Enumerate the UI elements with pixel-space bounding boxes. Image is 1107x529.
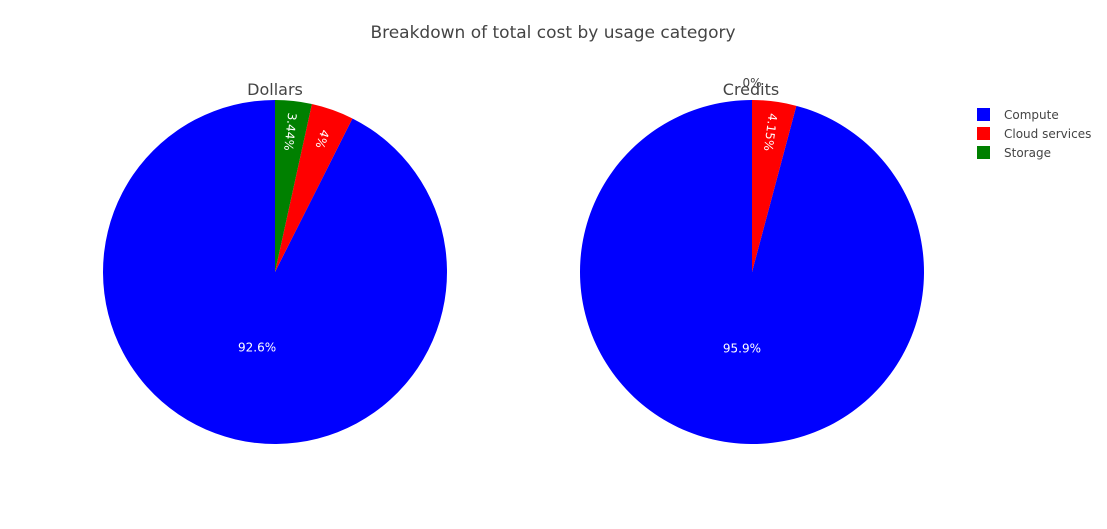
pie-label-dollars-storage: 3.44% [281,112,299,151]
pie-slice-dollars-compute[interactable] [103,100,447,445]
chart-title: Breakdown of total cost by usage categor… [370,23,735,43]
pie-title-credits: Credits [723,80,779,99]
legend-swatch-cloud-services[interactable] [977,127,990,140]
pie-dollars: 92.6% 4% 3.44% [103,100,447,445]
legend-swatch-storage[interactable] [977,146,990,159]
pie-slice-dollars-cloud-services[interactable] [275,103,353,272]
pie-label-credits-storage: 0% [742,76,761,90]
pie-label-dollars-cloud-services: 4% [312,128,332,151]
pie-label-dollars-compute: 92.6% [238,340,276,354]
pie-credits: 95.9% 4.15% 0% [579,76,925,444]
pie-label-credits-compute: 95.9% [723,342,761,356]
pie-slice-credits-cloud-services[interactable] [752,100,797,272]
legend: Compute Cloud services Storage [977,108,1091,160]
pie-slice-dollars-storage[interactable] [275,100,312,272]
legend-label-cloud-services[interactable]: Cloud services [1004,127,1091,141]
legend-label-storage[interactable]: Storage [1004,146,1051,160]
pie-title-dollars: Dollars [247,80,303,99]
legend-label-compute[interactable]: Compute [1004,108,1059,122]
legend-swatch-compute[interactable] [977,108,990,121]
pie-label-credits-cloud-services: 4.15% [761,112,780,152]
